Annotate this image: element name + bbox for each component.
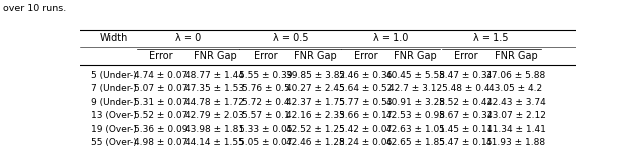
Text: 41.93 ± 1.88: 41.93 ± 1.88 [486,138,545,147]
Text: 42.65 ± 1.85: 42.65 ± 1.85 [386,138,445,147]
Text: 13 (Over-): 13 (Over-) [91,111,136,120]
Text: λ = 1.0: λ = 1.0 [373,33,408,43]
Text: 5.72 ± 0.4: 5.72 ± 0.4 [242,98,289,107]
Text: 5.24 ± 0.06: 5.24 ± 0.06 [339,138,392,147]
Text: 44.78 ± 1.72: 44.78 ± 1.72 [186,98,244,107]
Text: 7 (Under-): 7 (Under-) [91,84,136,93]
Text: 40.27 ± 2.45: 40.27 ± 2.45 [285,84,344,93]
Text: 5.07 ± 0.07: 5.07 ± 0.07 [134,84,188,93]
Text: FNR Gap: FNR Gap [294,51,337,61]
Text: 42.79 ± 2.03: 42.79 ± 2.03 [186,111,244,120]
Text: 5.48 ± 0.4: 5.48 ± 0.4 [442,84,490,93]
Text: 5.52 ± 0.07: 5.52 ± 0.07 [134,111,188,120]
Text: 4.98 ± 0.07: 4.98 ± 0.07 [134,138,188,147]
Text: 40.91 ± 3.28: 40.91 ± 3.28 [386,98,445,107]
Text: 43.07 ± 2.12: 43.07 ± 2.12 [486,111,545,120]
Text: 42.63 ± 1.01: 42.63 ± 1.01 [386,125,445,134]
Text: 47.35 ± 1.53: 47.35 ± 1.53 [186,84,244,93]
Text: over 10 runs.: over 10 runs. [3,4,67,13]
Text: 5.52 ± 0.42: 5.52 ± 0.42 [439,98,492,107]
Text: 5.45 ± 0.11: 5.45 ± 0.11 [439,125,493,134]
Text: 5.57 ± 0.1: 5.57 ± 0.1 [242,111,289,120]
Text: Error: Error [149,51,173,61]
Text: 5.42 ± 0.07: 5.42 ± 0.07 [339,125,392,134]
Text: 5.55 ± 0.39: 5.55 ± 0.39 [239,71,292,80]
Text: 44.14 ± 1.55: 44.14 ± 1.55 [186,138,244,147]
Text: 48.77 ± 1.44: 48.77 ± 1.44 [186,71,244,80]
Text: 5.64 ± 0.52: 5.64 ± 0.52 [339,84,392,93]
Text: FNR Gap: FNR Gap [495,51,538,61]
Text: λ = 0.5: λ = 0.5 [273,33,308,43]
Text: 5.76 ± 0.5: 5.76 ± 0.5 [242,84,289,93]
Text: 43.98 ± 1.81: 43.98 ± 1.81 [186,125,244,134]
Text: Error: Error [354,51,378,61]
Text: 9 (Under-): 9 (Under-) [91,98,136,107]
Text: 42.43 ± 3.74: 42.43 ± 3.74 [486,98,545,107]
Text: 40.45 ± 5.58: 40.45 ± 5.58 [386,71,445,80]
Text: 5.33 ± 0.05: 5.33 ± 0.05 [239,125,292,134]
Text: 5.77 ± 0.53: 5.77 ± 0.53 [339,98,392,107]
Text: 5.67 ± 0.32: 5.67 ± 0.32 [439,111,493,120]
Text: 19 (Over-): 19 (Over-) [91,125,136,134]
Text: 42.16 ± 2.33: 42.16 ± 2.33 [285,111,344,120]
Text: 55 (Over-): 55 (Over-) [91,138,136,147]
Text: FNR Gap: FNR Gap [394,51,436,61]
Text: 42.53 ± 0.98: 42.53 ± 0.98 [386,111,445,120]
Text: 5.66 ± 0.17: 5.66 ± 0.17 [339,111,392,120]
Text: FNR Gap: FNR Gap [193,51,236,61]
Text: 5.05 ± 0.07: 5.05 ± 0.07 [239,138,292,147]
Text: λ = 1.5: λ = 1.5 [473,33,509,43]
Text: 39.85 ± 3.82: 39.85 ± 3.82 [285,71,345,80]
Text: Width: Width [100,33,128,43]
Text: Error: Error [253,51,277,61]
Text: 5.31 ± 0.07: 5.31 ± 0.07 [134,98,188,107]
Text: 4.74 ± 0.07: 4.74 ± 0.07 [134,71,188,80]
Text: 37.06 ± 5.88: 37.06 ± 5.88 [486,71,546,80]
Text: Error: Error [454,51,477,61]
Text: 42.7 ± 3.12: 42.7 ± 3.12 [388,84,442,93]
Text: 5 (Under-): 5 (Under-) [91,71,136,80]
Text: 5.46 ± 0.36: 5.46 ± 0.36 [339,71,392,80]
Text: 43.05 ± 4.2: 43.05 ± 4.2 [490,84,543,93]
Text: λ = 0: λ = 0 [175,33,201,43]
Text: 5.36 ± 0.09: 5.36 ± 0.09 [134,125,188,134]
Text: 41.34 ± 1.41: 41.34 ± 1.41 [486,125,545,134]
Text: 5.47 ± 0.15: 5.47 ± 0.15 [439,138,493,147]
Text: 42.46 ± 1.28: 42.46 ± 1.28 [285,138,344,147]
Text: 5.47 ± 0.34: 5.47 ± 0.34 [439,71,493,80]
Text: 42.52 ± 1.25: 42.52 ± 1.25 [285,125,344,134]
Text: 42.37 ± 1.75: 42.37 ± 1.75 [285,98,344,107]
